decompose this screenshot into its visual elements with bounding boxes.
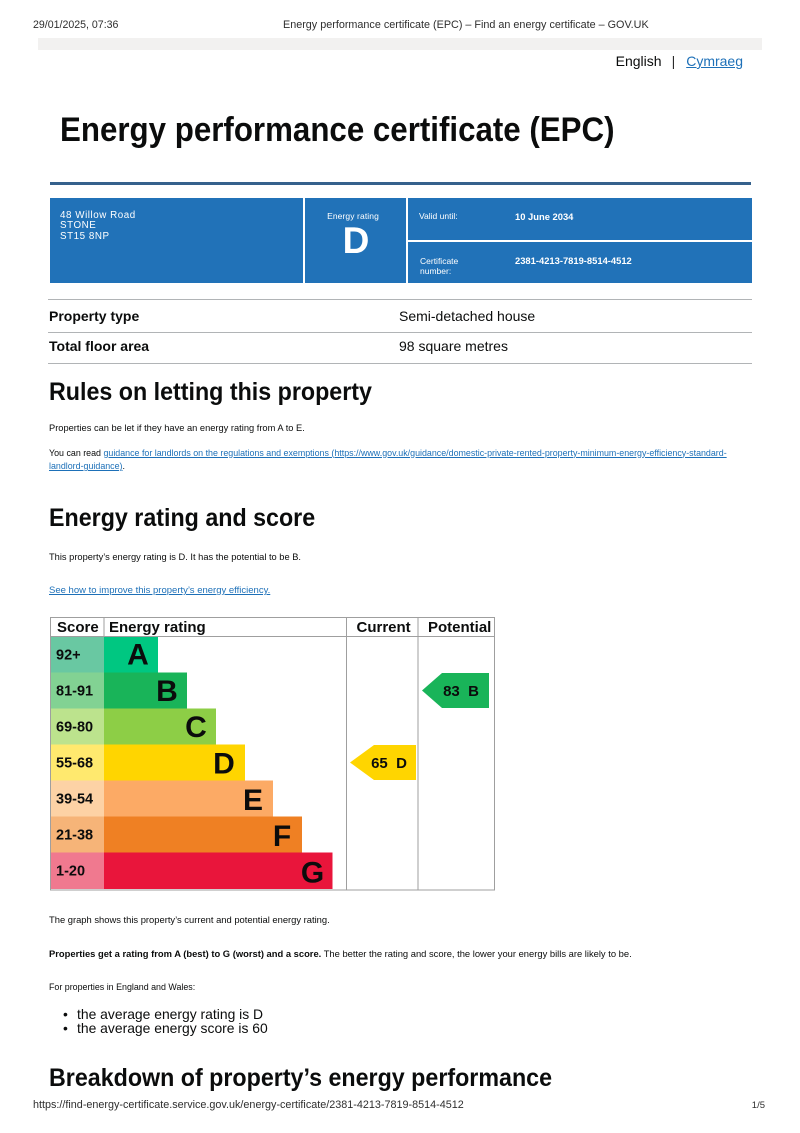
- svg-text:E: E: [243, 784, 263, 817]
- svg-text:B: B: [156, 675, 178, 708]
- svg-text:83 B: 83 B: [443, 683, 479, 700]
- svg-text:55-68: 55-68: [56, 756, 93, 772]
- svg-text:C: C: [185, 711, 207, 744]
- svg-text:39-54: 39-54: [56, 792, 93, 808]
- svg-text:Current: Current: [357, 619, 411, 636]
- svg-text:81-91: 81-91: [56, 684, 93, 700]
- svg-text:69-80: 69-80: [56, 720, 93, 736]
- svg-text:Energy rating: Energy rating: [109, 619, 206, 636]
- svg-text:Score: Score: [57, 619, 99, 636]
- svg-text:Potential: Potential: [428, 619, 491, 636]
- svg-text:21-38: 21-38: [56, 828, 93, 844]
- svg-text:A: A: [127, 639, 149, 672]
- svg-text:D: D: [213, 748, 235, 781]
- svg-text:92+: 92+: [56, 648, 81, 664]
- svg-text:G: G: [301, 857, 324, 890]
- svg-text:1-20: 1-20: [56, 864, 85, 880]
- svg-text:65 D: 65 D: [371, 755, 407, 772]
- svg-text:F: F: [273, 820, 291, 853]
